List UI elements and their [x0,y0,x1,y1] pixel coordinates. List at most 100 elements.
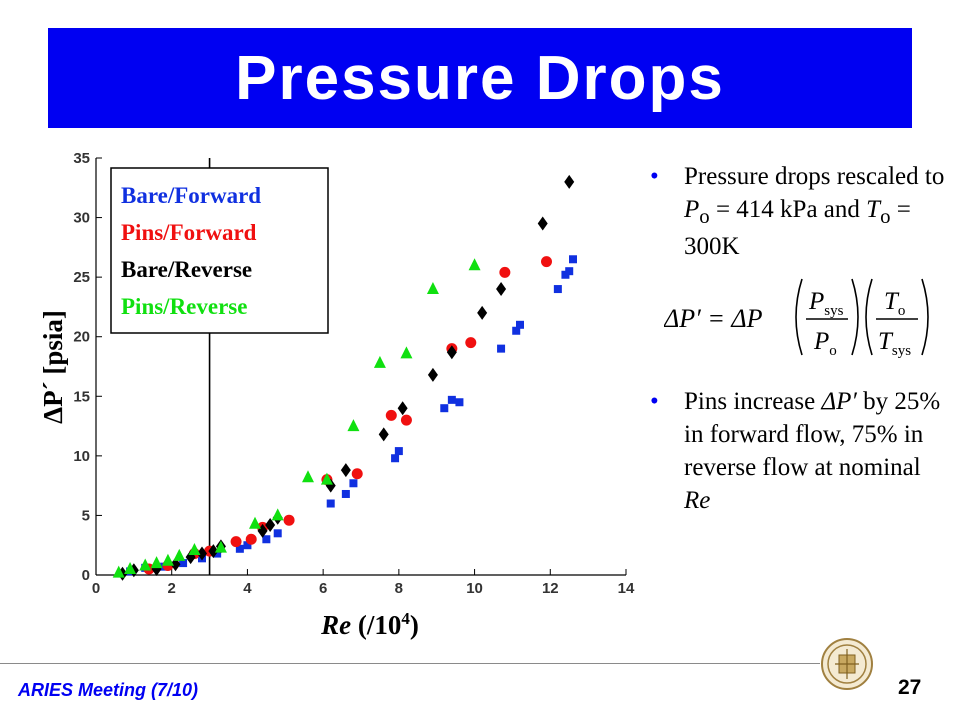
point-pins-reverse [161,553,174,566]
point-pins-reverse [139,558,152,571]
point-pins-reverse [249,516,261,529]
point-pins-forward [385,409,397,421]
bullet-dot-icon: • [650,388,659,416]
point-pins-reverse [320,472,333,485]
y-tick-label: 25 [73,269,90,286]
point-bare-reverse [477,305,488,320]
pressure-drop-chart: 0 2 4 6 8 10 12 14 0 5 10 15 20 25 30 35 ΔP´ [psia] Re (/… [38,150,635,640]
formula-num2: To [884,288,905,319]
point-bare-forward [243,541,252,550]
bullet-item-rescale: • Pressure drops rescaled to Po = 414 kP… [650,160,950,263]
point-pins-reverse [400,346,413,359]
point-bare-forward [391,454,400,463]
legend-entry-pins-forward: Pins/Forward [121,220,257,245]
bullet-dot-icon: • [650,163,659,190]
point-bare-forward [235,544,244,553]
bullet-text: = 414 kPa and [709,196,867,223]
point-pins-forward [400,414,412,426]
point-bare-reverse [378,427,389,442]
footer-divider [0,663,820,664]
point-pins-reverse [426,282,439,295]
bullet-text: Pins increase [684,388,822,416]
bullet-text-sub: o [699,204,710,228]
formula-den2: Tsys [878,328,911,359]
bullet-text-var: Re [684,487,711,515]
rescale-formula: ΔP′ = ΔP Psys Po To Tsys [664,279,929,359]
bullet-text-var: ΔP′ [821,388,857,416]
point-pins-forward [230,536,242,548]
point-bare-reverse [340,463,351,478]
y-tick-label: 35 [73,150,90,167]
university-seal-logo [821,638,873,690]
point-pins-reverse [347,419,360,432]
point-pins-reverse [271,508,284,521]
point-bare-forward [497,344,506,353]
point-bare-reverse [427,367,438,382]
bullet-item-pins: • Pins increase ΔP′ by 25% in forward fl… [650,385,950,517]
point-bare-reverse [537,216,548,231]
y-tick-label: 5 [82,507,90,524]
x-tick-label: 10 [466,580,483,597]
point-bare-reverse [265,517,276,532]
point-bare-forward [455,398,464,407]
point-pins-reverse [302,470,314,483]
point-pins-reverse [150,556,163,569]
point-bare-forward [341,489,350,498]
point-bare-forward [262,535,271,544]
point-bare-forward [326,499,335,508]
point-pins-forward [283,514,295,526]
page-number: 27 [898,676,922,699]
point-pins-forward [499,266,511,278]
y-tick-label: 10 [73,448,90,465]
point-bare-reverse [446,345,457,360]
x-tick-label: 0 [92,580,100,597]
bullet-text: by 25% in forward flow, 75% in reverse f… [684,388,941,482]
bullet-text: = 300K [684,196,911,261]
point-pins-reverse [188,542,201,555]
y-tick-label: 30 [73,210,90,227]
point-pins-reverse [214,540,227,553]
point-bare-forward [553,285,562,294]
point-pins-reverse [373,355,386,368]
legend-entry-bare-forward: Bare/Forward [121,183,261,208]
point-bare-forward [213,549,222,558]
point-bare-reverse [197,546,207,561]
point-bare-forward [440,404,449,413]
point-bare-forward [273,529,282,538]
bullet-text-sub: o [880,204,891,228]
point-pins-forward [541,256,552,268]
point-bare-forward [394,447,403,456]
y-tick-label: 0 [82,567,90,584]
point-bare-reverse [208,544,219,559]
point-pins-forward [465,337,477,349]
formula-lhs: ΔP′ = ΔP [664,304,763,333]
point-bare-reverse [397,401,408,416]
point-bare-forward [447,395,456,404]
x-tick-label: 12 [542,580,559,597]
x-tick-label: 2 [168,580,176,597]
point-bare-forward [516,320,524,329]
x-tick-label: 4 [243,580,252,597]
title-bar: Pressure Drops [48,28,912,128]
point-pins-reverse [112,565,125,578]
x-tick-label: 6 [319,580,327,597]
slide-title: Pressure Drops [235,43,725,113]
legend-entry-bare-reverse: Bare/Reverse [121,257,252,282]
point-bare-forward [349,479,358,488]
y-axis-label: ΔP´ [psia] [38,310,68,424]
x-tick-label: 8 [395,580,403,597]
footer-text: ARIES Meeting (7/10) [18,680,199,700]
legend-box [110,167,329,334]
point-pins-reverse [468,258,481,271]
point-bare-forward [179,559,188,568]
point-bare-forward [569,255,577,264]
point-bare-forward [512,326,521,335]
formula-den1: Po [813,328,837,359]
bullet-list: • Pressure drops rescaled to Po = 414 kP… [650,160,950,517]
point-pins-forward [351,468,363,480]
y-tick-label: 15 [73,388,90,405]
bullet-text-var: P [684,196,700,223]
legend-entry-pins-reverse: Pins/Reverse [121,294,247,319]
bullet-text-var: T [866,196,881,223]
point-pins-reverse [173,548,186,561]
